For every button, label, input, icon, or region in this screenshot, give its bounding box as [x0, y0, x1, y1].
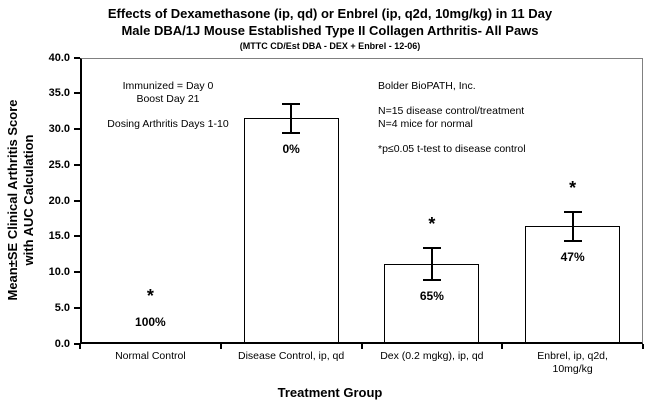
chart-title-line2: Male DBA/1J Mouse Established Type II Co…: [121, 23, 539, 38]
x-axis-tick: [79, 343, 81, 349]
y-axis-tick-label: 35.0: [48, 87, 70, 100]
annotation-company: Bolder BioPATH, Inc.: [378, 80, 476, 92]
y-axis-tick: [74, 163, 80, 166]
x-axis-tick: [219, 343, 222, 349]
y-axis-tick-label: 0.0: [54, 337, 70, 350]
chart-subtitle: (MTTC CD/Est DBA - DEX + Enbrel - 12-06): [239, 41, 421, 51]
annotation-n-normal: N=4 mice for normal: [378, 118, 473, 130]
y-axis-tick-label: 10.0: [48, 266, 70, 278]
y-axis-tick: [74, 128, 80, 130]
annotation-boost: Boost Day 21: [136, 93, 200, 105]
x-axis-tick: [501, 343, 504, 349]
annotation-study-info: Bolder BioPATH, Inc. N=15 disease contro…: [378, 80, 598, 156]
error-bar-cap-bottom: [563, 239, 582, 242]
error-bar: [430, 248, 433, 280]
bar: [525, 226, 621, 344]
x-axis-category-label: Dex (0.2 mgkg), ip, qd: [380, 349, 484, 362]
y-axis-tick: [74, 199, 80, 202]
error-bar-cap-top: [422, 247, 441, 250]
error-bar-cap-bottom: [282, 131, 301, 134]
y-axis-tick-label: 20.0: [48, 194, 70, 207]
y-axis-tick: [74, 92, 80, 95]
y-axis-tick: [74, 235, 80, 238]
y-axis-tick-label: 15.0: [48, 230, 70, 243]
x-axis-category-label: Disease Control, ip, qd: [238, 349, 345, 362]
significance-asterisk: *: [146, 285, 154, 306]
annotation-immunized: Immunized = Day 0: [122, 80, 214, 92]
inhibition-label: 65%: [419, 288, 444, 303]
y-axis-tick: [74, 342, 80, 345]
bar: [243, 118, 339, 344]
error-bar-cap-top: [563, 210, 582, 213]
x-axis-tick: [642, 343, 644, 349]
y-axis-tick-label: 5.0: [54, 301, 70, 314]
x-axis-tick: [360, 343, 363, 349]
inhibition-label: 0%: [282, 141, 300, 156]
y-axis-tick: [74, 306, 80, 309]
chart-title: Effects of Dexamethasone (ip, qd) or Enb…: [0, 5, 660, 52]
annotation-dosing: Dosing Arthritis Days 1-10: [107, 118, 229, 130]
inhibition-label: 100%: [135, 315, 166, 329]
x-axis-title: Treatment Group: [277, 385, 383, 400]
error-bar-cap-top: [282, 102, 301, 105]
error-bar: [290, 103, 293, 133]
y-axis-tick-label: 30.0: [48, 123, 70, 135]
x-axis-category-label: Normal Control: [115, 349, 186, 362]
error-bar: [571, 211, 574, 241]
y-axis-title-line1: Mean±SE Clinical Arthritis Score: [5, 99, 20, 301]
annotation-n-treatment: N=15 disease control/treatment: [378, 105, 525, 117]
significance-asterisk: *: [428, 214, 436, 235]
y-axis-tick: [74, 271, 80, 273]
y-axis-tick: [74, 56, 80, 59]
plot-frame: [80, 57, 643, 344]
error-bar-cap-bottom: [422, 278, 441, 281]
inhibition-label: 47%: [560, 249, 585, 264]
bar: [384, 264, 480, 344]
annotation-study-design: Immunized = Day 0 Boost Day 21 Dosing Ar…: [93, 80, 243, 131]
x-axis-category-label: Enbrel, ip, q2d, 10mg/kg: [537, 349, 608, 375]
chart-title-line1: Effects of Dexamethasone (ip, qd) or Enb…: [107, 6, 553, 21]
significance-asterisk: *: [569, 177, 577, 198]
y-axis-tick-label: 40.0: [48, 51, 70, 64]
y-axis-tick-label: 25.0: [48, 158, 70, 171]
annotation-pvalue-note: *p≤0.05 t-test to disease control: [378, 143, 526, 155]
